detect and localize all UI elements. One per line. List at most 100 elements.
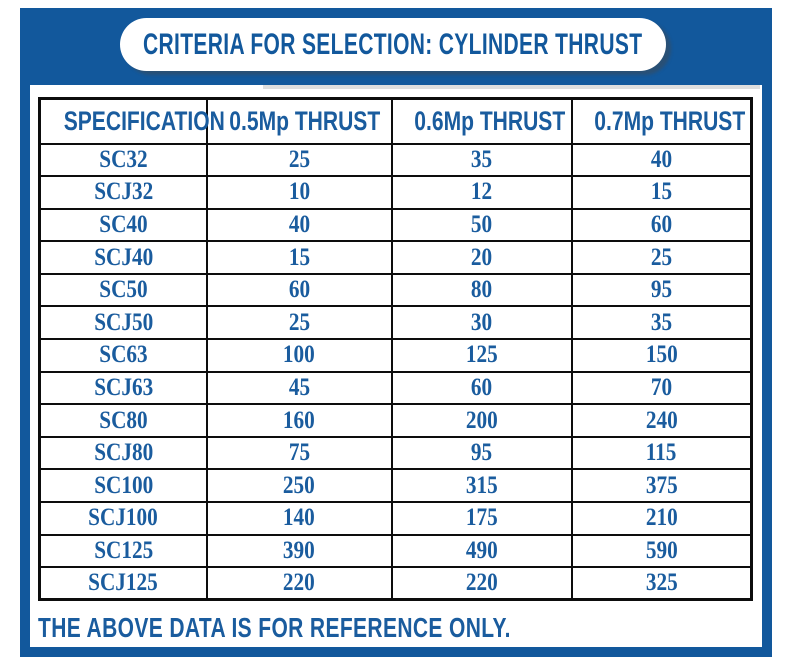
thrust-value-cell: 200 <box>390 403 573 438</box>
thrust-value: 240 <box>645 406 678 434</box>
thrust-value: 200 <box>465 406 498 434</box>
column-header-specification: SPECIFICATION <box>38 97 225 145</box>
thrust-value-cell: 220 <box>205 566 393 601</box>
thrust-value: 60 <box>650 210 672 238</box>
spec-cell: SC63 <box>38 338 208 373</box>
table-row: SCJ40 15 20 25 <box>38 240 753 275</box>
spec-cell: SC100 <box>38 468 208 504</box>
thrust-value-cell: 100 <box>205 338 393 373</box>
spec-label: SCJ40 <box>93 243 153 271</box>
thrust-value-cell: 115 <box>570 435 753 471</box>
spec-label: SC63 <box>99 341 148 369</box>
thrust-value: 20 <box>470 243 493 271</box>
thrust-value-cell: 325 <box>570 566 753 601</box>
table-row: SC40 40 50 60 <box>38 207 753 243</box>
band-shadow <box>263 85 760 89</box>
thrust-value: 125 <box>465 341 498 369</box>
thrust-value: 15 <box>288 243 310 271</box>
thrust-value-cell: 490 <box>390 533 573 569</box>
thrust-value: 70 <box>650 373 672 401</box>
thrust-value-cell: 60 <box>205 272 393 308</box>
spec-cell: SC80 <box>38 403 208 438</box>
spec-label: SCJ80 <box>93 439 153 467</box>
spec-cell: SCJ40 <box>38 240 208 275</box>
thrust-value-cell: 60 <box>570 207 753 243</box>
thrust-value: 490 <box>465 536 498 564</box>
column-header-thrust: 0.5Mp THRUST <box>205 97 393 145</box>
spec-cell: SC40 <box>38 207 208 243</box>
table-row: SCJ80 75 95 115 <box>38 435 753 471</box>
table-row: SC50 60 80 95 <box>38 272 753 308</box>
thrust-value: 12 <box>470 178 493 206</box>
thrust-value: 35 <box>470 145 493 173</box>
thrust-value: 390 <box>283 536 315 564</box>
table-header-row: SPECIFICATION 0.5Mp THRUST 0.6Mp THRUST 0.7… <box>38 97 753 145</box>
thrust-value-cell: 75 <box>205 435 393 471</box>
thrust-value: 15 <box>650 178 672 206</box>
thrust-value: 220 <box>283 569 315 597</box>
table-row: SCJ32 10 12 15 <box>38 175 753 210</box>
thrust-value: 325 <box>645 569 678 597</box>
thrust-value: 75 <box>288 439 310 467</box>
thrust-value-cell: 45 <box>205 370 393 406</box>
thrust-value-cell: 15 <box>570 175 753 210</box>
table-row: SC63 100 125 150 <box>38 338 753 373</box>
thrust-value-cell: 30 <box>390 305 573 341</box>
thrust-value-cell: 390 <box>205 533 393 569</box>
thrust-value-cell: 375 <box>570 468 753 504</box>
thrust-value-cell: 220 <box>390 566 573 601</box>
spec-cell: SCJ32 <box>38 175 208 210</box>
thrust-value-cell: 35 <box>570 305 753 341</box>
thrust-value-cell: 240 <box>570 403 753 438</box>
thrust-value: 35 <box>650 308 672 336</box>
table-row: SC125 390 490 590 <box>38 533 753 569</box>
spec-label: SC32 <box>99 145 148 173</box>
spec-label: SC125 <box>93 536 153 564</box>
page-title: CRITERIA FOR SELECTION: CYLINDER THRUST <box>143 27 643 61</box>
spec-label: SCJ100 <box>88 504 159 532</box>
thrust-value-cell: 210 <box>570 501 753 536</box>
thrust-value: 150 <box>645 341 678 369</box>
thrust-value-cell: 250 <box>205 468 393 504</box>
table-row: SCJ50 25 30 35 <box>38 305 753 341</box>
title-banner: CRITERIA FOR SELECTION: CYLINDER THRUST <box>120 18 666 71</box>
thrust-value: 45 <box>288 373 310 401</box>
spec-label: SC40 <box>99 210 148 238</box>
thrust-value-cell: 40 <box>570 142 753 178</box>
thrust-value-cell: 140 <box>205 501 393 536</box>
thrust-value: 25 <box>288 308 310 336</box>
column-header-thrust: 0.6Mp THRUST <box>390 97 573 145</box>
footer-note: THE ABOVE DATA IS FOR REFERENCE ONLY. <box>38 612 511 643</box>
column-header-label: 0.5Mp THRUST <box>228 105 380 136</box>
thrust-value: 95 <box>470 439 493 467</box>
thrust-value: 315 <box>465 471 498 499</box>
thrust-value: 30 <box>470 308 493 336</box>
spec-label: SC50 <box>99 276 148 304</box>
thrust-value: 60 <box>470 373 493 401</box>
thrust-value: 100 <box>283 341 315 369</box>
spec-cell: SCJ100 <box>38 501 208 536</box>
thrust-value-cell: 25 <box>205 305 393 341</box>
spec-cell: SCJ63 <box>38 370 208 406</box>
table-header: SPECIFICATION 0.5Mp THRUST 0.6Mp THRUST 0.7… <box>38 97 753 145</box>
thrust-value-cell: 95 <box>390 435 573 471</box>
thrust-value: 140 <box>283 504 315 532</box>
column-header-label: 0.6Mp THRUST <box>413 105 565 136</box>
thrust-value: 220 <box>465 569 498 597</box>
thrust-value: 40 <box>650 145 672 173</box>
thrust-value: 160 <box>283 406 315 434</box>
thrust-value: 95 <box>650 276 672 304</box>
spec-label: SCJ50 <box>93 308 153 336</box>
spec-label: SCJ32 <box>93 178 153 206</box>
spec-cell: SCJ80 <box>38 435 208 471</box>
spec-cell: SC32 <box>38 142 208 178</box>
thrust-value-cell: 160 <box>205 403 393 438</box>
spec-label: SC80 <box>99 406 148 434</box>
table-row: SC100 250 315 375 <box>38 468 753 504</box>
thrust-value-cell: 590 <box>570 533 753 569</box>
thrust-value-cell: 35 <box>390 142 573 178</box>
thrust-value-cell: 50 <box>390 207 573 243</box>
thrust-value-cell: 150 <box>570 338 753 373</box>
thrust-value-cell: 40 <box>205 207 393 243</box>
